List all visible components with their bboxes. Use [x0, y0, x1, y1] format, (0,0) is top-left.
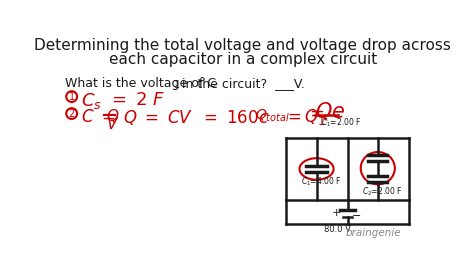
- Text: braingenie: braingenie: [346, 227, 401, 238]
- Text: $\mathit{Q}_{total}$: $\mathit{Q}_{total}$: [255, 107, 290, 124]
- Text: What is the voltage of C: What is the voltage of C: [65, 77, 217, 90]
- Text: $\mathit{=}$: $\mathit{=}$: [306, 103, 324, 122]
- Text: $\mathit{Q}$ $\mathit{=}$ $\mathit{CV}$  $\mathit{=}$ $\mathit{160c}$: $\mathit{Q}$ $\mathit{=}$ $\mathit{CV}$ …: [123, 108, 269, 127]
- Text: $\mathit{Qe}$: $\mathit{Qe}$: [315, 100, 346, 122]
- Text: 1: 1: [174, 80, 180, 90]
- Text: $\mathit{=Q_1}$: $\mathit{=Q_1}$: [284, 107, 326, 127]
- Text: +: +: [332, 208, 341, 218]
- Text: $\mathit{=}$ $\mathit{2}$ $\mathit{F}$: $\mathit{=}$ $\mathit{2}$ $\mathit{F}$: [102, 91, 165, 109]
- Text: $\mathit{V}$: $\mathit{V}$: [106, 116, 119, 132]
- Text: $\mathit{C}$ $\mathit{=}$: $\mathit{C}$ $\mathit{=}$: [81, 108, 115, 126]
- Text: in the circuit?  ___V.: in the circuit? ___V.: [178, 77, 305, 90]
- Text: each capacitor in a complex circuit: each capacitor in a complex circuit: [109, 52, 377, 67]
- Text: $C_1$=2.00 F: $C_1$=2.00 F: [321, 117, 362, 129]
- Text: $C_2$=2.00 F: $C_2$=2.00 F: [362, 185, 403, 198]
- Text: Determining the total voltage and voltage drop across: Determining the total voltage and voltag…: [35, 38, 451, 53]
- Text: $\mathit{C_s}$: $\mathit{C_s}$: [81, 91, 102, 111]
- Text: 2: 2: [69, 109, 75, 119]
- Text: $\mathit{Q}$: $\mathit{Q}$: [106, 107, 119, 124]
- Text: $C_1$=4.00 F: $C_1$=4.00 F: [301, 175, 342, 188]
- Text: −: −: [352, 211, 362, 221]
- Text: 80.0 V: 80.0 V: [324, 225, 351, 234]
- Text: 1: 1: [69, 92, 75, 102]
